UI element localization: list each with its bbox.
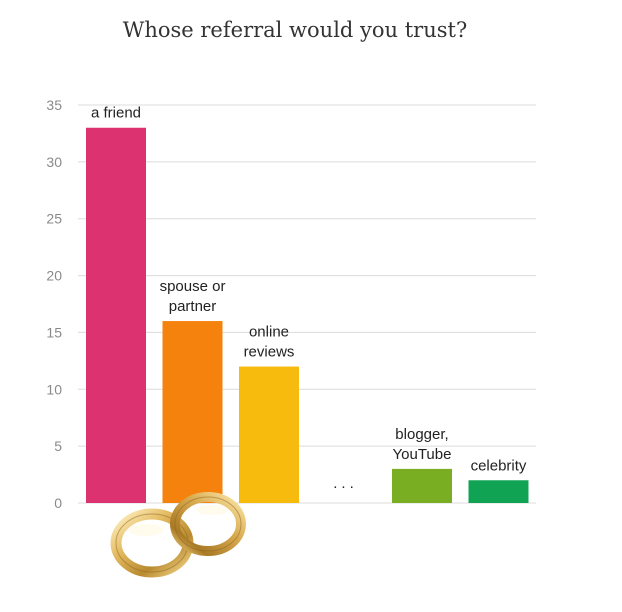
y-tick-label: 15 [46,324,62,340]
bar-label: partner [169,298,217,315]
bar-label: blogger, [395,426,448,443]
chart-title: Whose referral would you trust? [122,18,468,42]
y-tick-label: 30 [46,154,62,170]
bar-label: online [249,324,289,341]
bar-label: YouTube [393,446,452,463]
bar-label: celebrity [471,457,527,474]
bar [392,468,452,503]
bar-label: reviews [244,344,295,361]
bar [86,127,146,503]
y-tick-label: 20 [46,268,62,284]
bar-label: a friend [91,105,141,122]
ellipsis-label: ... [333,475,358,492]
bar [162,321,223,503]
y-tick-label: 25 [46,211,62,227]
y-tick-label: 5 [54,438,62,454]
bar [468,480,529,503]
y-tick-label: 0 [54,495,62,511]
bar [239,366,299,503]
bar-label: spouse or [160,278,226,295]
wedding-rings-icon [110,492,246,578]
y-tick-label: 35 [46,97,62,113]
y-tick-label: 10 [46,381,62,397]
